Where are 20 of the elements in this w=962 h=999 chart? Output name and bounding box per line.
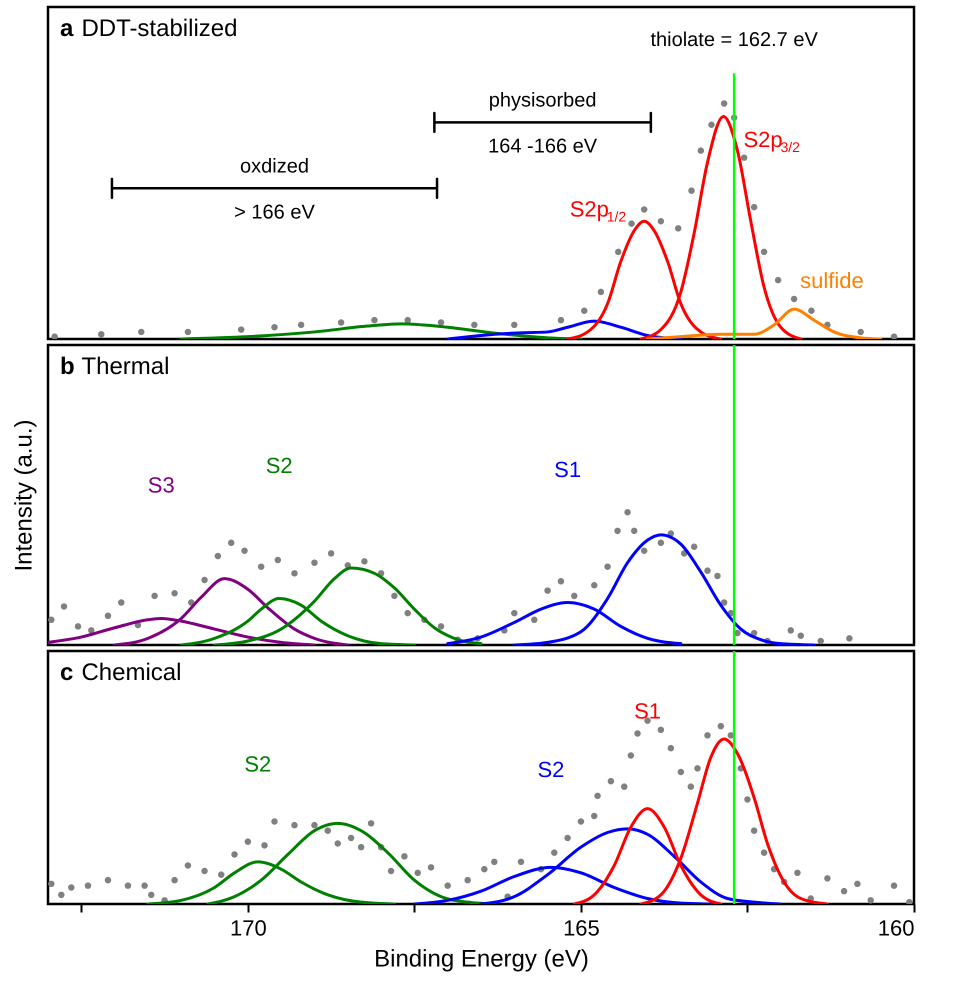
text: S1 bbox=[554, 456, 582, 482]
annotation: 164 -166 eV bbox=[488, 135, 598, 158]
text: S3 bbox=[148, 472, 175, 498]
x-tick-label: 165 bbox=[563, 916, 600, 940]
chart-title: c Chemical bbox=[60, 659, 182, 686]
ref-line-label: thiolate = 162.7 eV bbox=[650, 29, 818, 52]
text: S2 bbox=[266, 452, 293, 478]
annotation: oxdized bbox=[240, 155, 309, 178]
annotation: > 166 eV bbox=[234, 201, 316, 224]
x-tick-label: 170 bbox=[230, 916, 267, 940]
chart-title: a DDT-stabilized bbox=[60, 15, 238, 42]
x-axis-title: Binding Energy (eV) bbox=[374, 946, 589, 972]
text: S2 bbox=[537, 757, 564, 782]
y-axis-title: Intensity (a.u.) bbox=[10, 419, 38, 572]
annotation: physisorbed bbox=[488, 89, 597, 112]
text: S2 bbox=[244, 752, 272, 777]
chart-title: b Thermal bbox=[60, 353, 170, 380]
text: S1 bbox=[634, 698, 661, 724]
series-label: sulfide bbox=[800, 268, 864, 293]
x-tick-label: 160 bbox=[878, 916, 914, 940]
